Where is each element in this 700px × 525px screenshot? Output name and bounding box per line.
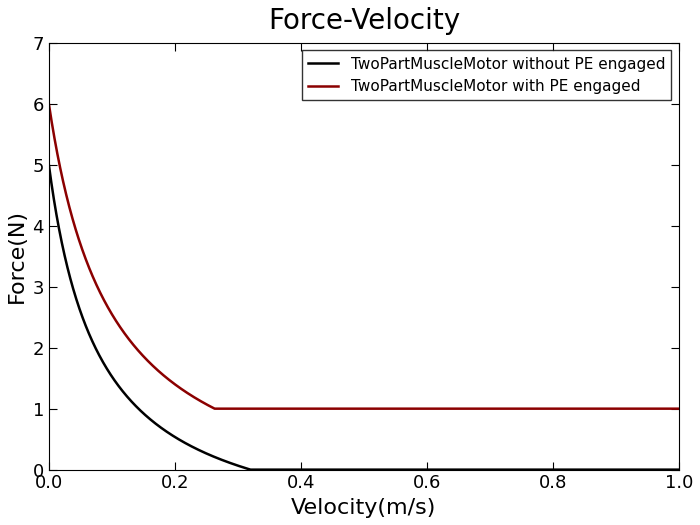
TwoPartMuscleMotor without PE engaged	[246, 467, 255, 473]
Line: TwoPartMuscleMotor with PE engaged: TwoPartMuscleMotor with PE engaged	[49, 104, 679, 408]
TwoPartMuscleMotor with PE engaged	[541, 405, 550, 412]
TwoPartMuscleMotor without PE engaged	[351, 467, 360, 473]
TwoPartMuscleMotor with PE engaged	[77, 243, 85, 249]
TwoPartMuscleMotor without PE engaged	[657, 467, 665, 473]
TwoPartMuscleMotor without PE engaged	[541, 467, 550, 473]
TwoPartMuscleMotor with PE engaged	[675, 405, 683, 412]
TwoPartMuscleMotor without PE engaged	[77, 310, 85, 317]
TwoPartMuscleMotor with PE engaged	[45, 101, 53, 107]
Title: Force-Velocity: Force-Velocity	[268, 7, 460, 35]
TwoPartMuscleMotor with PE engaged	[335, 405, 343, 412]
TwoPartMuscleMotor without PE engaged	[45, 162, 53, 168]
Y-axis label: Force(N): Force(N)	[7, 209, 27, 303]
X-axis label: Velocity(m/s): Velocity(m/s)	[291, 498, 437, 518]
TwoPartMuscleMotor with PE engaged	[351, 405, 360, 412]
TwoPartMuscleMotor without PE engaged	[657, 467, 665, 473]
Legend: TwoPartMuscleMotor without PE engaged, TwoPartMuscleMotor with PE engaged: TwoPartMuscleMotor without PE engaged, T…	[302, 50, 671, 100]
TwoPartMuscleMotor without PE engaged	[675, 467, 683, 473]
TwoPartMuscleMotor without PE engaged	[335, 467, 343, 473]
TwoPartMuscleMotor with PE engaged	[657, 405, 665, 412]
TwoPartMuscleMotor with PE engaged	[211, 405, 219, 412]
Line: TwoPartMuscleMotor without PE engaged: TwoPartMuscleMotor without PE engaged	[49, 165, 679, 470]
TwoPartMuscleMotor with PE engaged	[657, 405, 665, 412]
